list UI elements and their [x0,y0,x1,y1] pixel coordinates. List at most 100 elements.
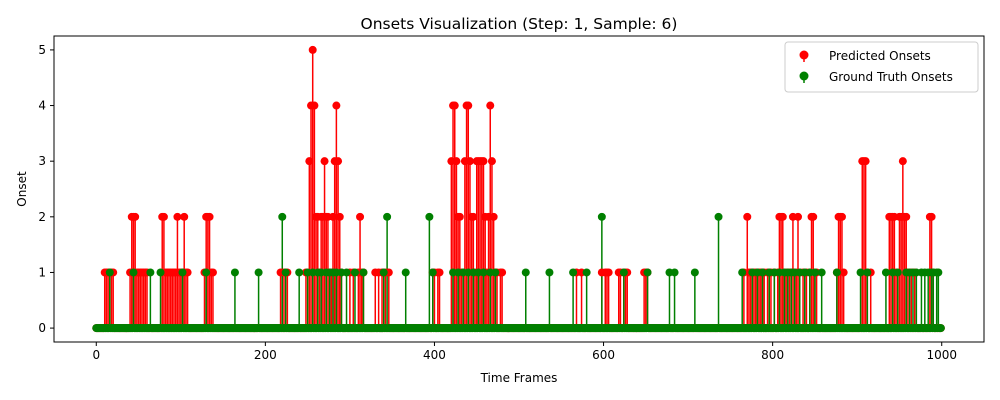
chart-title: Onsets Visualization (Step: 1, Sample: 6… [361,15,678,33]
predicted-marker [205,212,214,221]
ground-truth-marker [295,268,304,277]
ground-truth-marker [491,268,500,277]
ground-truth-marker [643,268,652,277]
predicted-marker [809,212,818,221]
predicted-marker [208,268,217,277]
ground-truth-marker [832,268,841,277]
ground-truth-marker [597,212,606,221]
ground-truth-marker [810,268,819,277]
predicted-marker [455,212,464,221]
predicted-marker [435,268,444,277]
ground-truth-marker [254,268,263,277]
ground-truth-marker [521,268,530,277]
ground-truth-marker [202,268,211,277]
predicted-marker [498,268,507,277]
predicted-marker [450,101,459,110]
ground-truth-marker [714,212,723,221]
predicted-marker [310,101,319,110]
axes: 0 200 400 600 800 1000 0 1 2 3 4 5 [38,43,957,362]
predicted-marker [464,101,473,110]
ground-truth-marker [350,268,359,277]
predicted-marker [489,212,498,221]
ground-truth-marker [129,268,138,277]
predicted-marker [159,212,168,221]
predicted-marker [927,212,936,221]
ground-truth-marker [383,212,392,221]
predicted-marker [469,212,478,221]
y-axis-label: Onset [15,171,29,207]
ground-truth-marker [105,268,114,277]
plot-frame [53,35,985,343]
predicted-marker [479,157,488,166]
ground-truth-marker [936,324,945,333]
y-tick-label: 1 [38,265,46,279]
ground-truth-marker [401,268,410,277]
legend-box [784,41,979,93]
x-tick-label: 200 [254,348,277,362]
y-tick-label: 0 [38,321,46,335]
predicted-marker [898,157,907,166]
ground-truth-marker [230,268,239,277]
y-tick-label: 5 [38,43,46,57]
ground-truth-marker [738,268,747,277]
predicted-marker [308,45,317,54]
x-tick-label: 600 [592,348,615,362]
x-axis-label: Time Frames [480,371,558,385]
ground-truth-marker [178,268,187,277]
ground-truth-marker [278,212,287,221]
x-tick-label: 1000 [926,348,957,362]
x-tick-label: 400 [423,348,446,362]
predicted-marker [452,157,461,166]
predicted-marker [356,212,365,221]
x-tick-label: 800 [761,348,784,362]
predicted-marker [131,212,140,221]
predicted-marker [329,212,337,221]
ground-truth-marker [146,268,155,277]
legend-ground-truth-label: Ground Truth Onsets [829,70,953,84]
ground-truth-marker [545,268,554,277]
marker-layer [92,45,945,333]
y-tick-label: 3 [38,154,46,168]
predicted-marker [839,268,848,277]
ground-truth-marker [670,268,679,277]
ground-truth-marker [817,268,826,277]
predicted-marker [180,212,189,221]
predicted-marker [334,157,343,166]
predicted-marker [794,212,802,221]
ground-truth-stems [109,216,940,329]
predicted-marker [332,101,341,110]
ground-truth-marker [281,268,290,277]
ground-truth-marker [582,268,591,277]
ground-truth-marker [758,268,767,277]
predicted-marker [465,157,474,166]
ground-truth-marker [690,268,699,277]
predicted-marker [486,101,495,110]
y-tick-label: 4 [38,99,46,113]
ground-truth-marker [428,268,437,277]
ground-truth-marker [619,268,628,277]
ground-truth-marker [425,212,434,221]
ground-truth-marker [156,268,165,277]
predicted-marker [861,157,870,166]
predicted-marker [305,157,314,166]
ground-truth-marker [379,268,388,277]
predicted-marker [902,212,911,221]
ground-truth-marker [479,268,488,277]
predicted-marker [604,268,613,277]
predicted-marker [487,157,496,166]
predicted-marker [837,212,846,221]
legend-ground-truth-marker [799,71,809,81]
predicted-marker [335,212,344,221]
ground-truth-marker [342,268,351,277]
ground-truth-marker [863,268,872,277]
predicted-marker [173,212,182,221]
y-tick-label: 2 [38,210,46,224]
legend-predicted-marker [799,50,809,60]
x-tick-label: 0 [92,348,100,362]
ground-truth-marker [934,268,943,277]
predicted-marker [778,212,787,221]
legend-predicted-label: Predicted Onsets [829,49,931,63]
ground-truth-marker [569,268,578,277]
ground-truth-marker [856,268,865,277]
